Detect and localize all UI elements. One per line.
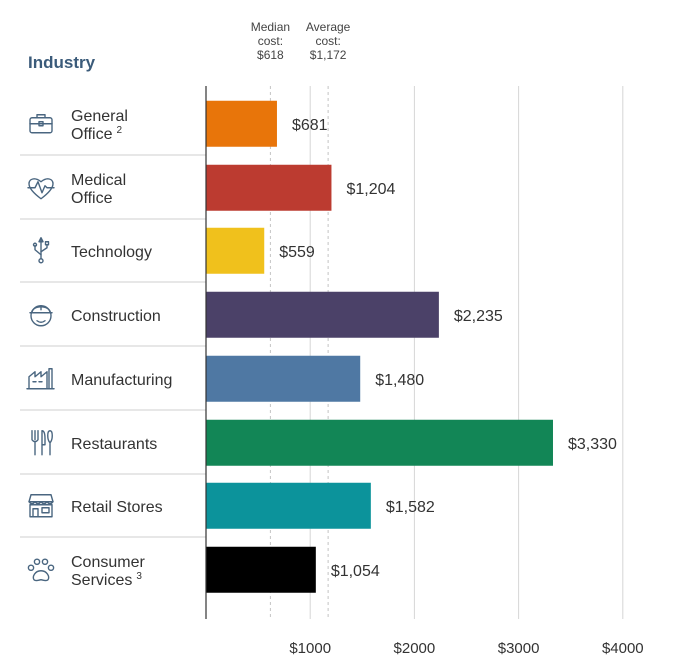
- usb-icon: [32, 237, 50, 264]
- category-label-line2: Office: [71, 190, 113, 207]
- value-label: $681: [292, 117, 328, 134]
- bar-2: [206, 227, 265, 274]
- average-label: Average: [306, 20, 351, 34]
- bar-1: [206, 164, 332, 211]
- bar-7: [206, 546, 316, 593]
- x-tick-label: $3000: [498, 640, 540, 657]
- heart-pulse-icon: [27, 178, 55, 200]
- x-tick-label: $2000: [394, 640, 436, 657]
- bar-6: [206, 482, 371, 529]
- x-axis-ticks: $1000 $2000 $3000 $4000: [289, 640, 643, 657]
- bar-4: [206, 355, 361, 402]
- row-separators: [20, 154, 206, 538]
- category-icons: [26, 114, 55, 582]
- industry-header: Industry: [28, 53, 96, 72]
- median-label: cost:: [258, 34, 283, 48]
- value-labels: $681 $1,204 $559 $2,235 $1,480 $3,330 $1,582 $1…: [279, 117, 617, 580]
- category-label: Technology: [71, 244, 152, 261]
- category-label-line2: Services 3: [71, 571, 142, 589]
- category-label-text: Services: [71, 572, 132, 589]
- median-label: Median: [251, 20, 290, 34]
- bar-5: [206, 419, 553, 466]
- value-label: $1,480: [375, 372, 424, 389]
- bars: [206, 100, 553, 593]
- category-label-line1: General: [71, 108, 128, 125]
- storefront-icon: [28, 494, 54, 518]
- fork-knife-icon: [31, 430, 53, 456]
- hard-hat-worker-icon: [29, 305, 53, 327]
- value-label: $1,582: [386, 499, 435, 516]
- value-label: $559: [279, 244, 315, 261]
- category-label: Restaurants: [71, 436, 157, 453]
- category-label: Construction: [71, 308, 161, 325]
- briefcase-icon: [29, 114, 53, 134]
- category-label-text: Office: [71, 190, 113, 207]
- footnote-marker: 3: [136, 571, 142, 582]
- category-label-text: Office: [71, 126, 113, 143]
- gridlines: [309, 86, 624, 619]
- average-label: cost:: [315, 34, 340, 48]
- category-label: Retail Stores: [71, 499, 163, 516]
- value-label: $1,054: [331, 563, 380, 580]
- median-label: $618: [257, 48, 284, 62]
- value-label: $1,204: [346, 181, 395, 198]
- value-label: $3,330: [568, 436, 617, 453]
- category-label: Manufacturing: [71, 372, 172, 389]
- average-label: $1,172: [310, 48, 347, 62]
- category-label-line1: Medical: [71, 172, 126, 189]
- x-tick-label: $1000: [289, 640, 331, 657]
- x-tick-label: $4000: [602, 640, 644, 657]
- category-label-line1: Consumer: [71, 554, 145, 571]
- footnote-marker: 2: [117, 125, 123, 136]
- category-label-line2: Office 2: [71, 125, 123, 143]
- value-label: $2,235: [454, 308, 503, 325]
- paw-icon: [27, 558, 55, 582]
- factory-icon: [26, 368, 55, 390]
- bar-0: [206, 100, 277, 147]
- bar-3: [206, 291, 439, 338]
